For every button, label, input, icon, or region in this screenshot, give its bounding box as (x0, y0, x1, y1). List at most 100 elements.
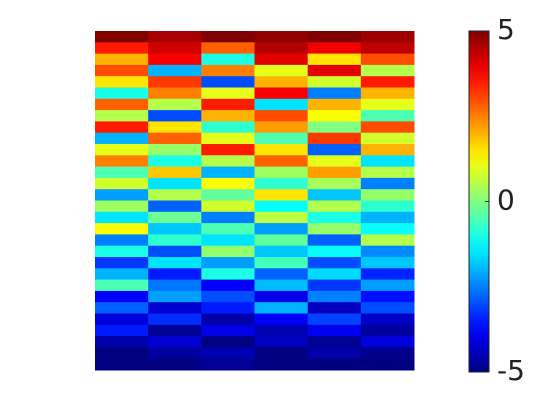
heatmap-cell (307, 53, 362, 66)
heatmap-cell (360, 336, 415, 348)
heatmap-cell (95, 313, 149, 326)
heatmap-cell (148, 98, 202, 111)
heatmap-cell (360, 76, 415, 88)
heatmap-cell (201, 166, 255, 179)
heatmap-cell (254, 257, 309, 269)
heatmap-cell (254, 121, 309, 134)
heatmap-cell (201, 31, 255, 43)
heatmap-cell (307, 121, 362, 134)
heatmap-cell (360, 166, 415, 179)
heatmap-cell (148, 336, 202, 348)
heatmap-cell (307, 166, 362, 179)
heatmap-cell (201, 336, 255, 348)
heatmap-cell (360, 177, 415, 190)
heatmap-cell (201, 313, 255, 326)
heatmap-cell (360, 144, 415, 156)
heatmap-cell (95, 268, 149, 281)
heatmap-cell (148, 234, 202, 247)
heatmap-cell (254, 98, 309, 111)
heatmap-cell (148, 87, 202, 100)
heatmap-cell (254, 223, 309, 235)
heatmap-cell (254, 132, 309, 145)
heatmap-cell (254, 155, 309, 168)
heatmap-cell (307, 98, 362, 111)
heatmap-cell (360, 324, 415, 337)
heatmap-cell (254, 347, 309, 360)
heatmap-cell (254, 166, 309, 179)
heatmap-cell (307, 31, 362, 43)
heatmap-cell (254, 87, 309, 100)
heatmap-cell (360, 358, 415, 371)
heatmap-cell (95, 302, 149, 314)
heatmap-cell (201, 177, 255, 190)
heatmap-cell (148, 166, 202, 179)
heatmap-cell (95, 290, 149, 303)
heatmap-cell (360, 98, 415, 111)
heatmap-cell (254, 189, 309, 201)
heatmap-cell (360, 223, 415, 235)
heatmap-cell (307, 42, 362, 55)
heatmap-cell (254, 211, 309, 224)
heatmap-cell (360, 110, 415, 122)
heatmap-cell (360, 42, 415, 55)
heatmap-cell (360, 200, 415, 213)
heatmap-cell (95, 53, 149, 66)
heatmap-cell (148, 279, 202, 292)
heatmap-cell (95, 31, 149, 43)
heatmap-cell (307, 155, 362, 168)
heatmap-cell (360, 121, 415, 134)
heatmap-cell (95, 121, 149, 134)
heatmap-cell (360, 347, 415, 360)
heatmap-cell (201, 200, 255, 213)
heatmap-cell (307, 177, 362, 190)
heatmap-cell (201, 110, 255, 122)
heatmap-cell (148, 347, 202, 360)
heatmap-cell (360, 268, 415, 281)
heatmap-cell (148, 245, 202, 258)
heatmap-cell (307, 245, 362, 258)
heatmap-cell (360, 132, 415, 145)
heatmap-cell (148, 31, 202, 43)
heatmap-cell (201, 132, 255, 145)
heatmap-cell (360, 31, 415, 43)
heatmap-cell (95, 279, 149, 292)
heatmap-cell (307, 279, 362, 292)
heatmap-cell (148, 302, 202, 314)
heatmap-cell (201, 76, 255, 88)
heatmap-cell (95, 42, 149, 55)
heatmap-cell (95, 155, 149, 168)
heatmap-cell (307, 324, 362, 337)
heatmap-cell (148, 64, 202, 77)
heatmap-cell (201, 279, 255, 292)
heatmap-cell (254, 234, 309, 247)
colorbar-tick-label: 0 (497, 184, 515, 217)
heatmap-cell (360, 53, 415, 66)
heatmap-cell (360, 234, 415, 247)
heatmap-cell (148, 358, 202, 371)
heatmap-cell (254, 200, 309, 213)
heatmap-cell (95, 358, 149, 371)
heatmap-cell (148, 257, 202, 269)
heatmap-cell (360, 302, 415, 314)
heatmap-cell (360, 155, 415, 168)
heatmap-cell (148, 268, 202, 281)
heatmap-cell (307, 268, 362, 281)
heatmap-cell (307, 87, 362, 100)
heatmap-cell (201, 290, 255, 303)
heatmap-cell (307, 302, 362, 314)
heatmap-cell (95, 166, 149, 179)
heatmap-cell (95, 245, 149, 258)
heatmap-cell (95, 257, 149, 269)
heatmap-cell (307, 313, 362, 326)
heatmap-cell (254, 290, 309, 303)
heatmap-cell (360, 64, 415, 77)
heatmap-cell (360, 257, 415, 269)
heatmap-cell (254, 302, 309, 314)
heatmap-cell (254, 358, 309, 371)
heatmap-cell (254, 245, 309, 258)
heatmap-cell (254, 64, 309, 77)
heatmap-cell (254, 279, 309, 292)
heatmap-cell (148, 200, 202, 213)
heatmap-cell (307, 189, 362, 201)
